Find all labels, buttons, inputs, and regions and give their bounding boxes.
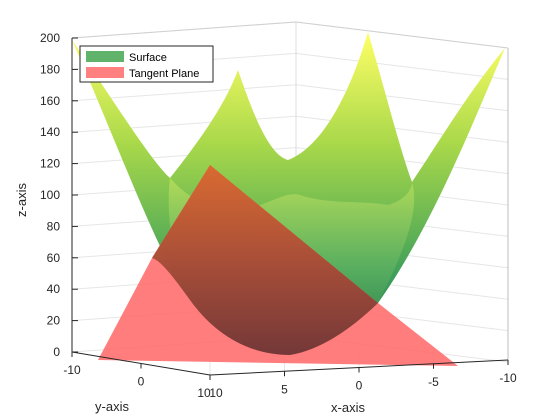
x-axis-label: x-axis <box>331 400 365 415</box>
z-tick-label: 180 <box>40 62 60 76</box>
z-tick-label: 100 <box>40 188 60 202</box>
y-tick-label: 10 <box>197 386 211 400</box>
x-tick-label: 5 <box>281 382 288 396</box>
z-tick-label: 20 <box>47 314 61 328</box>
z-tick-label: 160 <box>40 94 60 108</box>
z-ticks: 0 20 40 60 80 100 120 140 160 180 200 <box>40 31 78 359</box>
x-tick-label: 0 <box>356 379 363 393</box>
x-tick-label: -10 <box>499 371 517 385</box>
z-grid-line <box>71 115 297 133</box>
z-tick-label: 40 <box>47 282 61 296</box>
x-tick-label: 10 <box>209 386 223 400</box>
y-ticks: -10 0 10 <box>63 352 211 400</box>
z-axis-label: z-axis <box>14 183 29 217</box>
z-grid-line <box>295 52 509 80</box>
top-edge-left <box>71 21 297 39</box>
y-tick-label: -10 <box>63 363 81 377</box>
top-edge-right <box>295 21 509 49</box>
y-axis-label: y-axis <box>95 399 129 414</box>
z-tick-label: 60 <box>47 251 61 265</box>
x-ticks: 10 5 0 -5 -10 <box>209 360 517 400</box>
y-tick-label: 0 <box>138 375 145 389</box>
z-tick-label: 200 <box>40 31 60 45</box>
legend-swatch-surface <box>86 51 124 62</box>
tangent-plane-overlap <box>152 165 378 355</box>
z-tick-label: 0 <box>53 345 60 359</box>
z-tick-label: 140 <box>40 125 60 139</box>
legend-swatch-tangent-plane <box>86 67 124 78</box>
legend: Surface Tangent Plane <box>79 45 214 83</box>
x-tick-label: -5 <box>428 375 439 389</box>
legend-label-tangent-plane: Tangent Plane <box>129 68 199 80</box>
z-tick-label: 80 <box>47 219 61 233</box>
z-tick-label: 120 <box>40 157 60 171</box>
legend-label-surface: Surface <box>129 52 167 64</box>
